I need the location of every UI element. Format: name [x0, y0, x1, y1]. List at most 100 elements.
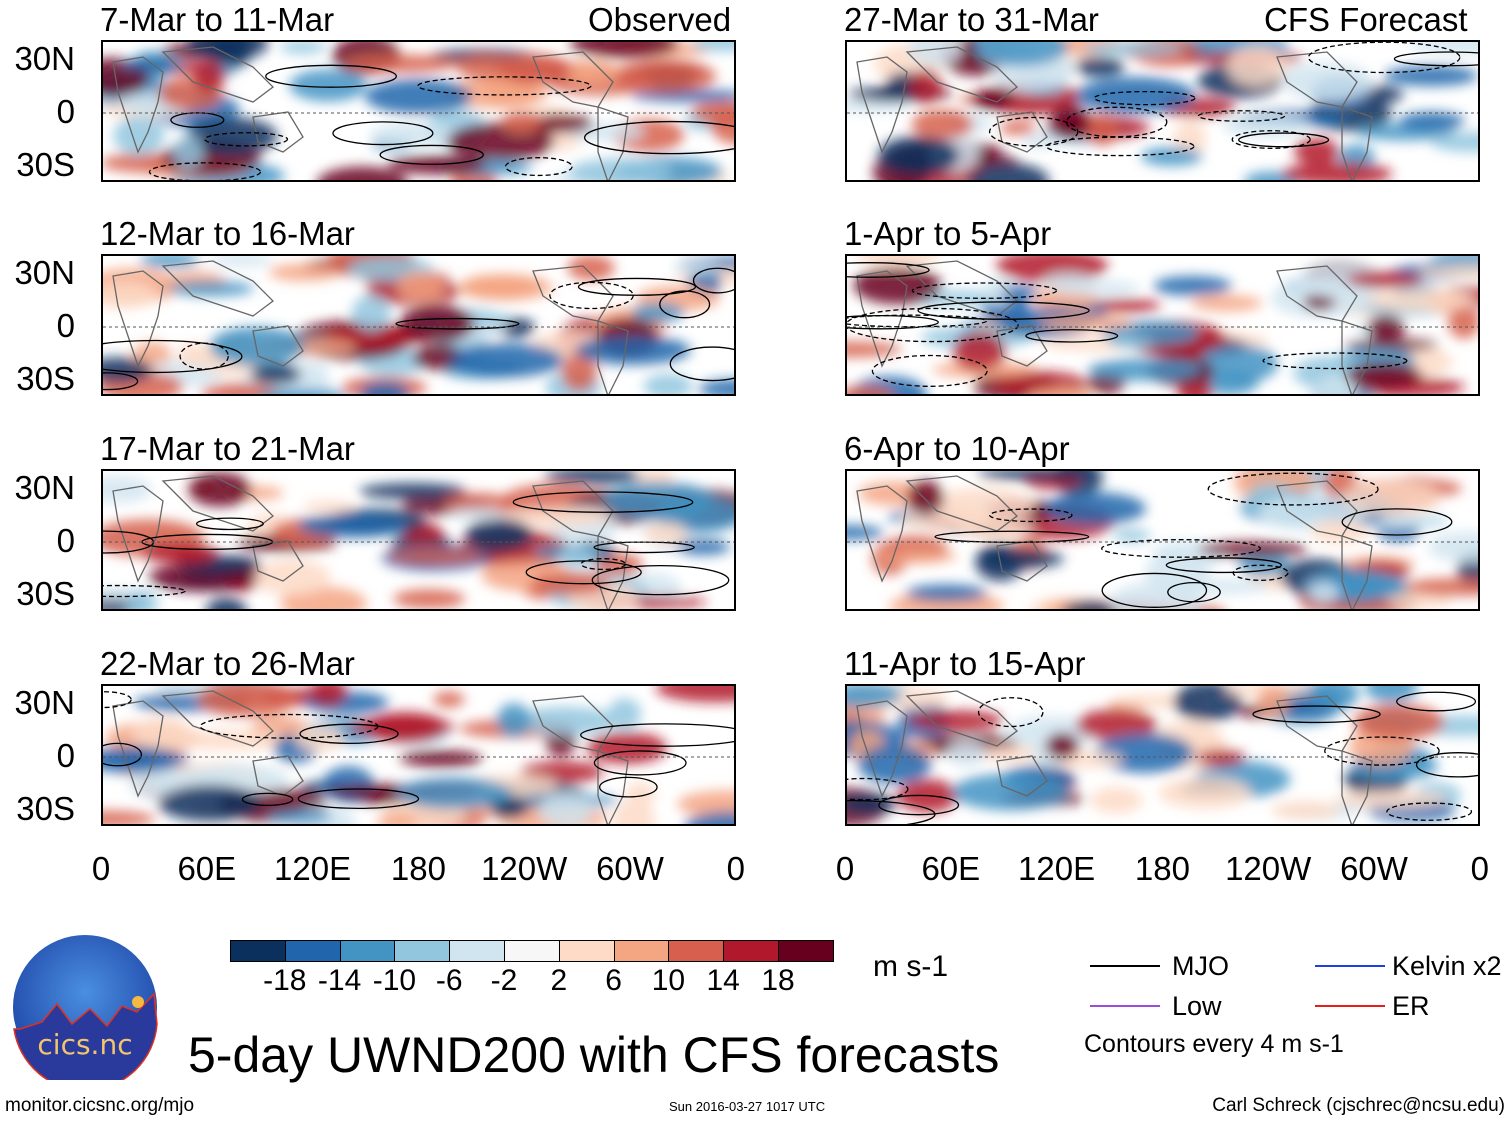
colorbar-level-label: 2	[550, 964, 568, 997]
anomaly-blob	[298, 513, 407, 538]
anomaly-blob	[568, 158, 673, 180]
anomaly-blob	[561, 353, 598, 392]
colorbar-level-label: -2	[490, 964, 518, 997]
anomaly-blob	[1173, 686, 1243, 722]
anomaly-blob	[1022, 133, 1058, 149]
anomaly-blob	[1087, 358, 1203, 382]
anomaly-blob	[1281, 162, 1393, 180]
map-panel	[101, 469, 736, 611]
lon-tick-label: 60E	[177, 850, 237, 887]
anomaly-blob	[1294, 137, 1340, 166]
anomaly-blob	[302, 500, 355, 513]
mjo-contour-positive	[379, 144, 484, 165]
contour-note: Contours every 4 m s-1	[1084, 1030, 1344, 1058]
anomaly-blob	[1367, 289, 1477, 311]
wind-anomaly-map	[103, 256, 734, 394]
mjo-contour-negative	[1093, 90, 1196, 106]
anomaly-blob	[907, 69, 943, 103]
anomaly-blob	[157, 784, 262, 822]
anomaly-blob	[433, 691, 465, 708]
anomaly-blob	[1196, 749, 1246, 767]
logo-text: cics.nc	[37, 1028, 132, 1061]
anomaly-blob	[1074, 56, 1125, 77]
lon-tick-label: 0	[726, 850, 745, 887]
anomaly-blob	[1075, 709, 1158, 741]
anomaly-blob	[400, 750, 483, 768]
lon-tick-label: 120E	[1018, 850, 1096, 887]
anomaly-blob	[501, 111, 543, 134]
anomaly-blob	[847, 386, 893, 394]
mjo-contour-negative	[103, 584, 186, 598]
anomaly-blob	[188, 471, 251, 507]
anomaly-blob	[396, 271, 445, 302]
anomaly-blob	[399, 304, 475, 343]
mjo-contour-positive	[692, 267, 734, 294]
mjo-contour-negative	[989, 508, 1073, 523]
colorbar-swatch	[394, 940, 451, 962]
anomaly-blob	[847, 99, 911, 113]
mjo-contour-negative	[204, 132, 289, 147]
anomaly-blob	[1113, 528, 1151, 543]
mjo-contour-negative	[847, 307, 1019, 343]
wind-anomaly-map	[103, 471, 734, 609]
colorbar-swatch	[558, 940, 615, 962]
anomaly-blob	[173, 551, 214, 565]
anomaly-blob	[1310, 519, 1370, 544]
anomaly-blob	[877, 136, 960, 176]
anomaly-blob	[205, 597, 247, 609]
anomaly-blob	[570, 42, 679, 58]
anomaly-blob	[1404, 578, 1478, 597]
anomaly-blob	[1190, 295, 1263, 312]
anomaly-blob	[1399, 111, 1465, 131]
lat-tick-label: 0	[56, 737, 75, 774]
wind-anomaly-map	[847, 686, 1478, 824]
anomaly-blob	[295, 725, 344, 752]
mjo-contour-positive	[583, 120, 734, 155]
anomaly-blob	[103, 281, 158, 309]
anomaly-blob	[450, 343, 564, 378]
colorbar-level-label: 14	[706, 964, 740, 997]
map-panel	[101, 40, 736, 182]
anomaly-blob	[1307, 581, 1340, 605]
author-credit: Carl Schreck (cjschrec@ncsu.edu)	[1212, 1095, 1505, 1116]
map-panel	[845, 40, 1480, 182]
anomaly-blob	[655, 686, 734, 703]
mjo-contour-positive	[1341, 508, 1453, 536]
anomaly-blob	[1038, 314, 1134, 331]
anomaly-blob	[1283, 62, 1374, 102]
anomaly-blob	[267, 809, 333, 824]
lat-tick-label: 30S	[16, 790, 75, 827]
mjo-contour-positive	[1101, 572, 1208, 608]
mjo-contour-positive	[299, 723, 399, 745]
colorbar-level-label: 18	[761, 964, 795, 997]
legend-line-er	[1315, 1005, 1385, 1007]
colorbar-swatch	[504, 940, 560, 962]
anomaly-blob	[677, 790, 734, 818]
lon-tick-label: 60W	[1340, 850, 1408, 887]
anomaly-blob	[856, 256, 939, 268]
anomaly-blob	[952, 773, 1069, 811]
lon-tick-label: 120W	[1225, 850, 1312, 887]
anomaly-blob	[1303, 294, 1336, 310]
legend-line-mjo	[1090, 965, 1160, 967]
anomaly-blob	[1430, 131, 1478, 153]
mjo-contour-positive	[1238, 132, 1330, 148]
mjo-contour-negative	[103, 691, 132, 709]
source-url[interactable]: monitor.cicsnc.org/mjo	[5, 1095, 195, 1116]
anomaly-blob	[977, 471, 1094, 481]
anomaly-blob	[685, 811, 734, 824]
anomaly-blob	[359, 381, 410, 394]
map-panel	[845, 469, 1480, 611]
anomaly-blob	[132, 717, 192, 749]
anomaly-blob	[994, 58, 1070, 94]
colorbar-units: m s-1	[873, 950, 948, 983]
colorbar-swatch	[613, 940, 670, 962]
mjo-contour-negative	[1197, 110, 1286, 122]
lon-tick-label: 0	[1470, 850, 1489, 887]
lon-tick-label: 180	[1134, 850, 1190, 887]
anomaly-blob	[103, 810, 156, 824]
anomaly-blob	[967, 162, 1050, 180]
colorbar-level-label: -6	[435, 964, 463, 997]
anomaly-blob	[1050, 104, 1090, 139]
mjo-contour-positive	[395, 317, 520, 330]
